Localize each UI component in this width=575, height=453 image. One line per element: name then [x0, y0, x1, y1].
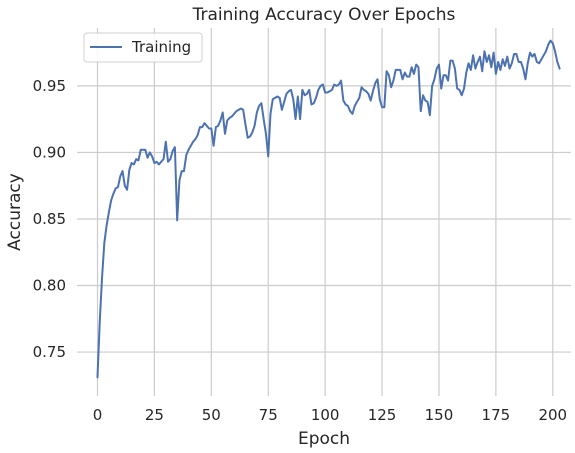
- x-tick-label: 75: [259, 406, 278, 424]
- legend-label-training: Training: [131, 38, 191, 56]
- y-tick-label: 0.85: [33, 210, 66, 228]
- x-tick-label: 175: [482, 406, 511, 424]
- y-tick-label: 0.80: [33, 277, 66, 295]
- x-tick-labels: 0 25 50 75 100 125 150 175 200: [93, 406, 567, 424]
- y-tick-label: 0.95: [33, 77, 66, 95]
- plot-area: [77, 28, 571, 396]
- x-tick-label: 100: [311, 406, 340, 424]
- x-tick-label: 125: [368, 406, 397, 424]
- x-tick-label: 25: [145, 406, 164, 424]
- x-tick-label: 50: [202, 406, 221, 424]
- legend-box: [83, 32, 203, 63]
- legend: Training: [83, 32, 203, 63]
- y-axis-label: Accuracy: [5, 173, 25, 251]
- x-tick-label: 200: [538, 406, 567, 424]
- x-tick-label: 0: [93, 406, 103, 424]
- x-axis-label: Epoch: [298, 429, 350, 449]
- series-line-training: [96, 39, 561, 379]
- chart-title: Training Accuracy Over Epochs: [192, 5, 456, 25]
- x-tick-label: 150: [425, 406, 454, 424]
- y-tick-labels: 0.75 0.80 0.85 0.90 0.95: [33, 77, 66, 361]
- y-tick-label: 0.90: [33, 143, 66, 161]
- series-layer: [96, 39, 561, 379]
- y-tick-label: 0.75: [33, 343, 66, 361]
